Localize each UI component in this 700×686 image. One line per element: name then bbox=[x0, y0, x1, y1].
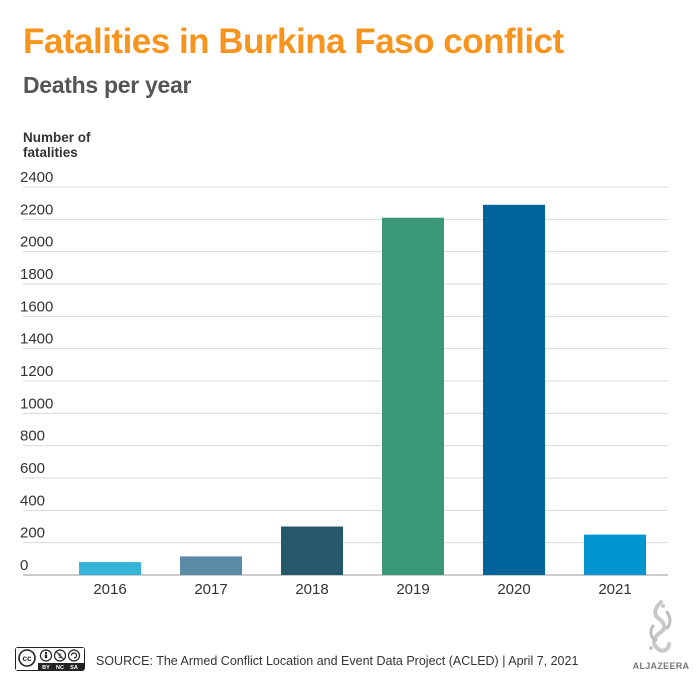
x-tick-label: 2020 bbox=[497, 581, 530, 598]
aljazeera-wordmark: ALJAZEERA bbox=[632, 661, 690, 671]
y-tick-label: 1800 bbox=[20, 266, 53, 283]
y-tick-label: 2400 bbox=[20, 169, 53, 186]
chart-subtitle: Deaths per year bbox=[23, 72, 192, 98]
footer: cc $ BY NC SA SOURCE: The Armed Conflict… bbox=[15, 600, 689, 674]
bar-2018 bbox=[281, 526, 343, 575]
y-tick-label: 800 bbox=[20, 428, 45, 445]
x-tick-label: 2018 bbox=[295, 581, 328, 598]
sa-label: SA bbox=[70, 665, 78, 671]
aljazeera-logo: ALJAZEERA bbox=[631, 598, 691, 678]
bar-2017 bbox=[180, 556, 242, 575]
y-tick-label: 1600 bbox=[20, 298, 53, 315]
y-tick-label: 400 bbox=[20, 492, 45, 509]
y-tick-label: 1200 bbox=[20, 363, 53, 380]
y-tick-label: 0 bbox=[20, 557, 28, 574]
y-tick-label: 200 bbox=[20, 525, 45, 542]
svg-text:$: $ bbox=[58, 654, 62, 660]
chart-title: Fatalities in Burkina Faso conflict bbox=[23, 22, 564, 61]
y-tick-label: 2000 bbox=[20, 234, 53, 251]
x-tick-label: 2017 bbox=[194, 581, 227, 598]
y-tick-label: 600 bbox=[20, 460, 45, 477]
bar-2016 bbox=[79, 562, 141, 575]
source-note: SOURCE: The Armed Conflict Location and … bbox=[96, 654, 579, 668]
y-tick-label: 1000 bbox=[20, 395, 53, 412]
aljazeera-calligraphy-icon bbox=[649, 600, 672, 653]
x-tick-label: 2016 bbox=[93, 581, 126, 598]
bar-chart: 0 200 400 600 800 1000 1200 1400 1600 1800 2000 220… bbox=[20, 169, 668, 598]
y-tick-label: 1400 bbox=[20, 331, 53, 348]
creative-commons-license-badge: cc $ BY NC SA bbox=[15, 647, 85, 671]
y-tick-label: 2200 bbox=[20, 201, 53, 218]
cc-icon: cc bbox=[23, 654, 32, 663]
bar-2019 bbox=[382, 217, 444, 575]
bar-2020 bbox=[483, 204, 545, 576]
by-label: BY bbox=[42, 665, 50, 671]
x-tick-label: 2021 bbox=[598, 581, 631, 598]
bar-2021 bbox=[584, 534, 646, 575]
nc-label: NC bbox=[56, 665, 64, 671]
y-axis-label: Number of fatalities bbox=[23, 130, 91, 160]
x-tick-label: 2019 bbox=[396, 581, 429, 598]
